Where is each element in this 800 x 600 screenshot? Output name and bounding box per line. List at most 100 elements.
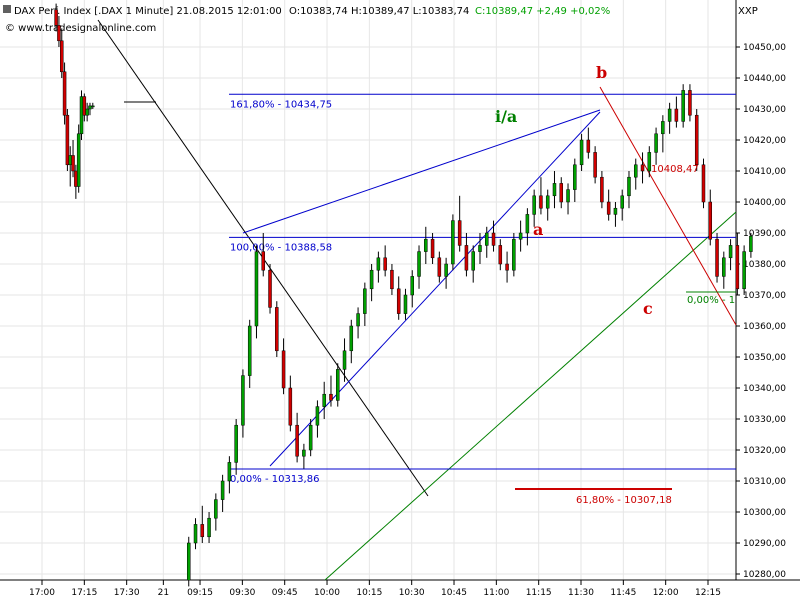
candle-body: [735, 245, 740, 290]
red-fib-label: 61,80% - 10307,18: [576, 495, 672, 506]
wave-label-b: b: [596, 63, 607, 82]
candle-body: [518, 232, 523, 240]
fib-label: 100,00% - 10388,58: [230, 242, 332, 253]
candle-body: [322, 393, 326, 407]
header-close: C:10389,47 +2,49 +0,02%: [475, 6, 610, 17]
candle-body: [600, 176, 604, 203]
candle-body: [268, 269, 272, 308]
y-tick-label: 10420,00: [743, 136, 786, 146]
candle-body: [193, 524, 198, 544]
candle-body: [457, 220, 462, 246]
candle-body: [491, 232, 496, 246]
x-axis: 17:00 17:15 17:30 21 09:15 09:30 09:45 10:00 10:…: [29, 580, 721, 598]
y-tick-label: 10350,00: [743, 353, 786, 363]
candle-body: [471, 251, 475, 271]
header-instrument: DAX Perf. Index [.DAX 1 Minute] 21.08.20…: [14, 6, 282, 17]
candle-body: [315, 406, 320, 426]
x-tick-label: 09:30: [229, 588, 255, 598]
candle-body: [701, 164, 706, 203]
candle-body: [68, 155, 72, 166]
green-fib-label: 0,00% - 1: [687, 295, 735, 306]
candle-body: [674, 108, 679, 122]
candle-body: [613, 207, 618, 215]
x-tick-label: 17:30: [114, 588, 140, 598]
y-tick-label: 10400,00: [743, 198, 786, 208]
candle-body: [349, 325, 354, 352]
candle-body: [627, 176, 631, 197]
green-trend-line: [324, 211, 737, 581]
candle-body: [76, 133, 81, 187]
candle-body: [62, 71, 67, 116]
candle-body: [749, 235, 753, 252]
candle-body: [65, 114, 70, 166]
candle-body: [722, 257, 726, 277]
candle-body: [573, 164, 577, 190]
candle-body: [356, 313, 360, 327]
candle-body: [505, 263, 509, 271]
candle-body: [552, 183, 557, 197]
candle-body: [60, 40, 64, 73]
candle-body: [559, 183, 564, 203]
candle-body: [661, 121, 665, 135]
candle-body: [403, 294, 408, 314]
candle-body: [227, 462, 232, 482]
x-tick-label: 10:45: [441, 588, 467, 598]
candle-body: [498, 245, 503, 265]
candle-body: [234, 424, 238, 463]
candle-body: [335, 369, 340, 401]
blue-lower-channel: [269, 111, 601, 467]
y-tick-label: 10410,00: [743, 167, 786, 177]
y-tick-label: 10360,00: [743, 322, 786, 332]
blue-upper-channel: [242, 109, 601, 234]
candle-body: [586, 139, 591, 153]
candle-body: [261, 251, 265, 271]
x-tick-label: 17:00: [29, 588, 55, 598]
candle-body: [478, 245, 482, 252]
x-tick-label: 12:15: [695, 588, 721, 598]
candle-body: [82, 96, 87, 116]
candle-body: [281, 350, 286, 389]
x-tick-label: 11:30: [568, 588, 594, 598]
header-source: © www.tradesignalonline.com: [5, 23, 156, 34]
red-line-label: 10408,47: [651, 164, 699, 175]
candle-body: [54, 9, 58, 26]
x-tick-label: 17:15: [71, 588, 97, 598]
axis-code: XXP: [738, 6, 758, 17]
candle-body: [383, 257, 387, 271]
y-tick-label: 10330,00: [743, 415, 786, 425]
candle-body: [91, 105, 95, 108]
x-tick-label: 12:00: [653, 588, 679, 598]
candle-body: [410, 276, 415, 296]
candle-body: [308, 424, 313, 451]
candle-body: [688, 90, 692, 116]
x-tick-label: 11:15: [526, 588, 552, 598]
candle-body: [579, 139, 584, 166]
candle-body: [728, 245, 733, 259]
wave-label-a: a: [533, 220, 543, 239]
x-tick-label: 10:30: [399, 588, 425, 598]
candle-body: [593, 152, 597, 178]
candle-body: [254, 251, 259, 327]
y-tick-label: 10300,00: [743, 508, 786, 518]
candle-body: [200, 524, 205, 538]
x-tick-label: 10:00: [314, 588, 340, 598]
candle-body: [302, 449, 306, 457]
trend-lines: [97, 19, 737, 581]
candle-body: [417, 251, 421, 277]
red-down-line: [599, 86, 737, 326]
y-tick-label: 10310,00: [743, 477, 786, 487]
candles: [54, 3, 753, 587]
candle-body: [715, 238, 719, 277]
x-tick-label: 11:45: [610, 588, 636, 598]
candle-body: [186, 542, 191, 581]
candle-body: [295, 424, 299, 457]
candle-body: [85, 108, 89, 116]
candle-body: [464, 245, 469, 271]
candle-body: [390, 269, 394, 290]
wave-label-c: c: [643, 299, 653, 318]
fib-label: 0,00% - 10313,86: [230, 474, 319, 485]
y-tick-label: 10380,00: [743, 260, 786, 270]
candle-body: [342, 350, 347, 370]
header-icon: [3, 5, 11, 13]
